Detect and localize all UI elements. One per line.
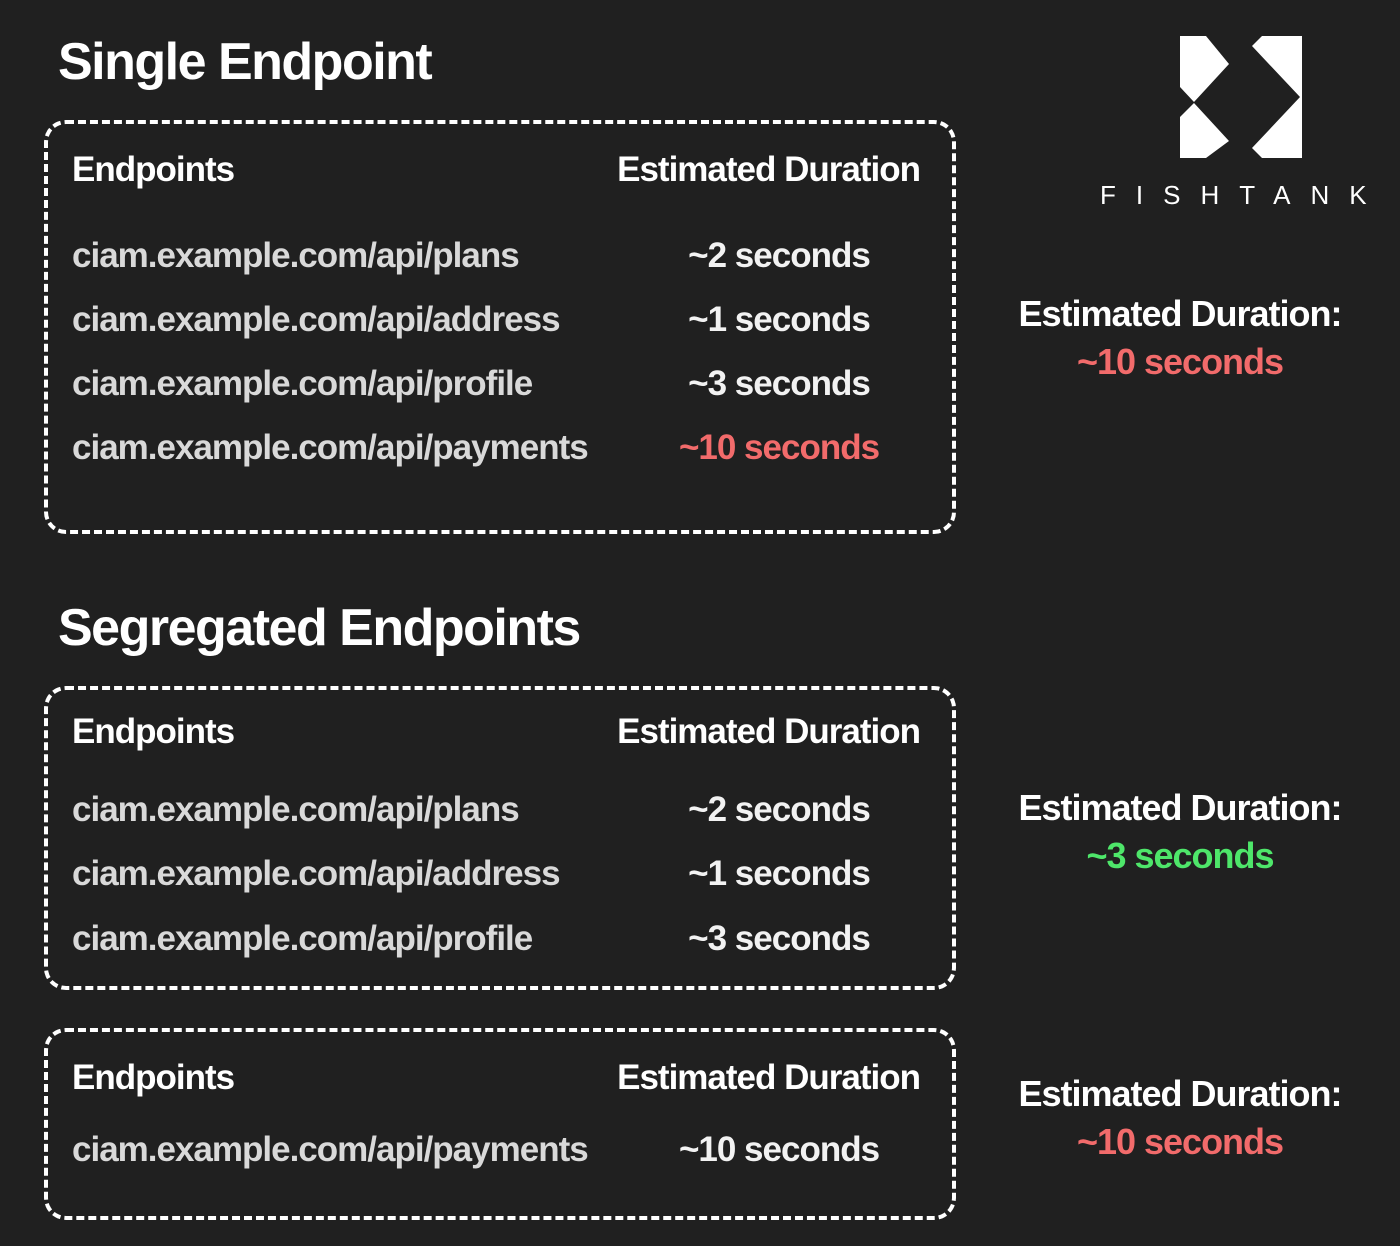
summary-segregated-1: Estimated Duration: ~3 seconds — [990, 784, 1370, 880]
endpoint-duration: ~2 seconds — [688, 236, 871, 275]
endpoint-duration: ~1 seconds — [688, 300, 871, 339]
endpoint-table-segregated-2: Endpoints Estimated Duration ciam.exampl… — [44, 1028, 956, 1220]
endpoint-url: ciam.example.com/api/address — [72, 854, 561, 893]
endpoint-url: ciam.example.com/api/profile — [72, 919, 533, 958]
table-row: ciam.example.com/api/profile ~3 seconds — [48, 364, 952, 414]
section-title-segregated-endpoints: Segregated Endpoints — [58, 599, 581, 657]
endpoint-url: ciam.example.com/api/address — [72, 300, 561, 339]
section-title-single-endpoint: Single Endpoint — [58, 33, 433, 91]
table-row: ciam.example.com/api/address ~1 seconds — [48, 854, 952, 904]
endpoint-duration-highlighted: ~10 seconds — [678, 428, 880, 467]
table-row: ciam.example.com/api/address ~1 seconds — [48, 300, 952, 350]
summary-label: Estimated Duration: — [1018, 787, 1342, 828]
summary-segregated-2: Estimated Duration: ~10 seconds — [990, 1070, 1370, 1166]
endpoint-duration: ~10 seconds — [678, 1130, 880, 1169]
endpoints-column-header: Endpoints — [72, 712, 235, 751]
summary-label: Estimated Duration: — [1018, 1073, 1342, 1114]
endpoint-duration: ~3 seconds — [688, 364, 871, 403]
duration-column-header: Estimated Duration — [617, 712, 921, 751]
table-row: ciam.example.com/api/profile ~3 seconds — [48, 919, 952, 969]
table-row: ciam.example.com/api/payments ~10 second… — [48, 1130, 952, 1180]
endpoint-duration: ~3 seconds — [688, 919, 871, 958]
table-row: ciam.example.com/api/plans ~2 seconds — [48, 236, 952, 286]
endpoint-url: ciam.example.com/api/plans — [72, 236, 520, 275]
summary-label: Estimated Duration: — [1018, 293, 1342, 334]
endpoint-table-segregated-1: Endpoints Estimated Duration ciam.exampl… — [44, 686, 956, 990]
summary-value: ~10 seconds — [1076, 1121, 1284, 1162]
endpoint-table-single: Endpoints Estimated Duration ciam.exampl… — [44, 120, 956, 534]
endpoint-url: ciam.example.com/api/payments — [72, 1130, 589, 1169]
summary-value: ~3 seconds — [1086, 835, 1274, 876]
endpoint-url: ciam.example.com/api/profile — [72, 364, 533, 403]
summary-single-endpoint: Estimated Duration: ~10 seconds — [990, 290, 1370, 386]
fishtank-logo-icon — [1180, 36, 1302, 158]
endpoint-url: ciam.example.com/api/plans — [72, 790, 520, 829]
duration-column-header: Estimated Duration — [617, 1058, 921, 1097]
endpoint-url: ciam.example.com/api/payments — [72, 428, 589, 467]
table-row: ciam.example.com/api/plans ~2 seconds — [48, 790, 952, 840]
summary-value: ~10 seconds — [1076, 341, 1284, 382]
brand-wordmark: FISHTANK — [1100, 180, 1387, 210]
endpoints-column-header: Endpoints — [72, 150, 235, 189]
endpoints-column-header: Endpoints — [72, 1058, 235, 1097]
endpoint-duration: ~2 seconds — [688, 790, 871, 829]
duration-column-header: Estimated Duration — [617, 150, 921, 189]
endpoint-duration: ~1 seconds — [688, 854, 871, 893]
table-row: ciam.example.com/api/payments ~10 second… — [48, 428, 952, 478]
